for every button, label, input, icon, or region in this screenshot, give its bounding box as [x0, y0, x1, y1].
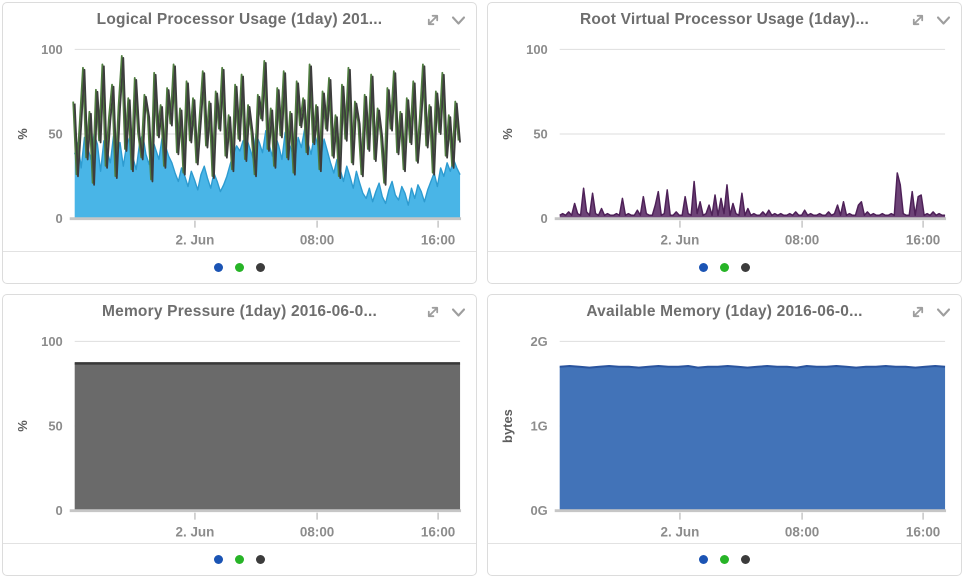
svg-text:16:00: 16:00	[906, 233, 940, 248]
legend-dot[interactable]	[720, 555, 729, 564]
panel-header: Available Memory (1day) 2016-06-0...	[488, 295, 961, 329]
legend-dot[interactable]	[720, 263, 729, 272]
legend-dots	[488, 543, 961, 575]
legend-dot[interactable]	[235, 555, 244, 564]
svg-text:0: 0	[56, 503, 63, 518]
legend-dot[interactable]	[256, 555, 265, 564]
chart-title: Logical Processor Usage (1day) 201...	[96, 11, 383, 28]
chart-canvas-available-memory: 0G 1G 2G 2. Jun 08:00 16:00 bytes	[500, 334, 947, 540]
svg-text:08:00: 08:00	[300, 525, 334, 540]
svg-text:0: 0	[541, 211, 548, 226]
svg-text:16:00: 16:00	[421, 233, 455, 248]
svg-text:08:00: 08:00	[300, 233, 334, 248]
legend-dot[interactable]	[741, 263, 750, 272]
svg-text:2. Jun: 2. Jun	[661, 525, 700, 540]
legend-dot[interactable]	[214, 263, 223, 272]
svg-text:%: %	[500, 128, 515, 140]
svg-text:0: 0	[56, 211, 63, 226]
svg-text:100: 100	[526, 42, 548, 57]
svg-text:50: 50	[48, 419, 62, 434]
svg-text:08:00: 08:00	[785, 525, 819, 540]
chart-title: Available Memory (1day) 2016-06-0...	[586, 303, 863, 320]
panel-actions	[909, 303, 953, 321]
panel-root-virtual-processor-usage: Root Virtual Processor Usage (1day)... 0…	[487, 2, 962, 284]
legend-dot[interactable]	[699, 555, 708, 564]
svg-text:2G: 2G	[530, 334, 547, 349]
expand-icon[interactable]	[909, 303, 927, 321]
svg-text:1G: 1G	[530, 419, 547, 434]
svg-text:08:00: 08:00	[785, 233, 819, 248]
svg-text:2. Jun: 2. Jun	[661, 233, 700, 248]
panel-actions	[424, 303, 468, 321]
legend-dot[interactable]	[699, 263, 708, 272]
panel-header: Logical Processor Usage (1day) 201...	[3, 3, 476, 37]
legend-dot[interactable]	[741, 555, 750, 564]
panel-actions	[909, 11, 953, 29]
svg-text:2. Jun: 2. Jun	[176, 525, 215, 540]
svg-text:16:00: 16:00	[421, 525, 455, 540]
panel-memory-pressure: Memory Pressure (1day) 2016-06-0... 0 50 1…	[2, 294, 477, 576]
legend-dot[interactable]	[214, 555, 223, 564]
chart-canvas-root-virtual-processor: 0 50 100 2. Jun 08:00 16:00%	[500, 42, 947, 248]
chevron-down-icon[interactable]	[934, 303, 953, 321]
expand-icon[interactable]	[424, 303, 442, 321]
legend-dots	[3, 251, 476, 283]
chart-canvas-memory-pressure: 0 50 100 2. Jun 08:00 16:00%	[15, 334, 462, 540]
legend-dot[interactable]	[256, 263, 265, 272]
expand-icon[interactable]	[424, 11, 442, 29]
legend-dots	[3, 543, 476, 575]
svg-text:bytes: bytes	[500, 409, 515, 443]
chart-title: Memory Pressure (1day) 2016-06-0...	[102, 303, 377, 320]
chart-title: Root Virtual Processor Usage (1day)...	[580, 11, 869, 28]
svg-text:100: 100	[41, 334, 63, 349]
chevron-down-icon[interactable]	[934, 11, 953, 29]
panel-header: Root Virtual Processor Usage (1day)...	[488, 3, 961, 37]
panel-actions	[424, 11, 468, 29]
chevron-down-icon[interactable]	[449, 11, 468, 29]
expand-icon[interactable]	[909, 11, 927, 29]
chart-canvas-logical-processor: 0 50 100 2. Jun 08:00 16:00%	[15, 42, 462, 248]
panel-available-memory: Available Memory (1day) 2016-06-0... 0G 1…	[487, 294, 962, 576]
svg-text:%: %	[15, 420, 30, 432]
svg-text:2. Jun: 2. Jun	[176, 233, 215, 248]
svg-text:50: 50	[533, 127, 547, 142]
panel-logical-processor-usage: Logical Processor Usage (1day) 201... 0 5…	[2, 2, 477, 284]
svg-text:50: 50	[48, 127, 62, 142]
svg-text:%: %	[15, 128, 30, 140]
svg-text:0G: 0G	[530, 503, 547, 518]
svg-text:16:00: 16:00	[906, 525, 940, 540]
panel-header: Memory Pressure (1day) 2016-06-0...	[3, 295, 476, 329]
chevron-down-icon[interactable]	[449, 303, 468, 321]
svg-text:100: 100	[41, 42, 63, 57]
legend-dot[interactable]	[235, 263, 244, 272]
legend-dots	[488, 251, 961, 283]
